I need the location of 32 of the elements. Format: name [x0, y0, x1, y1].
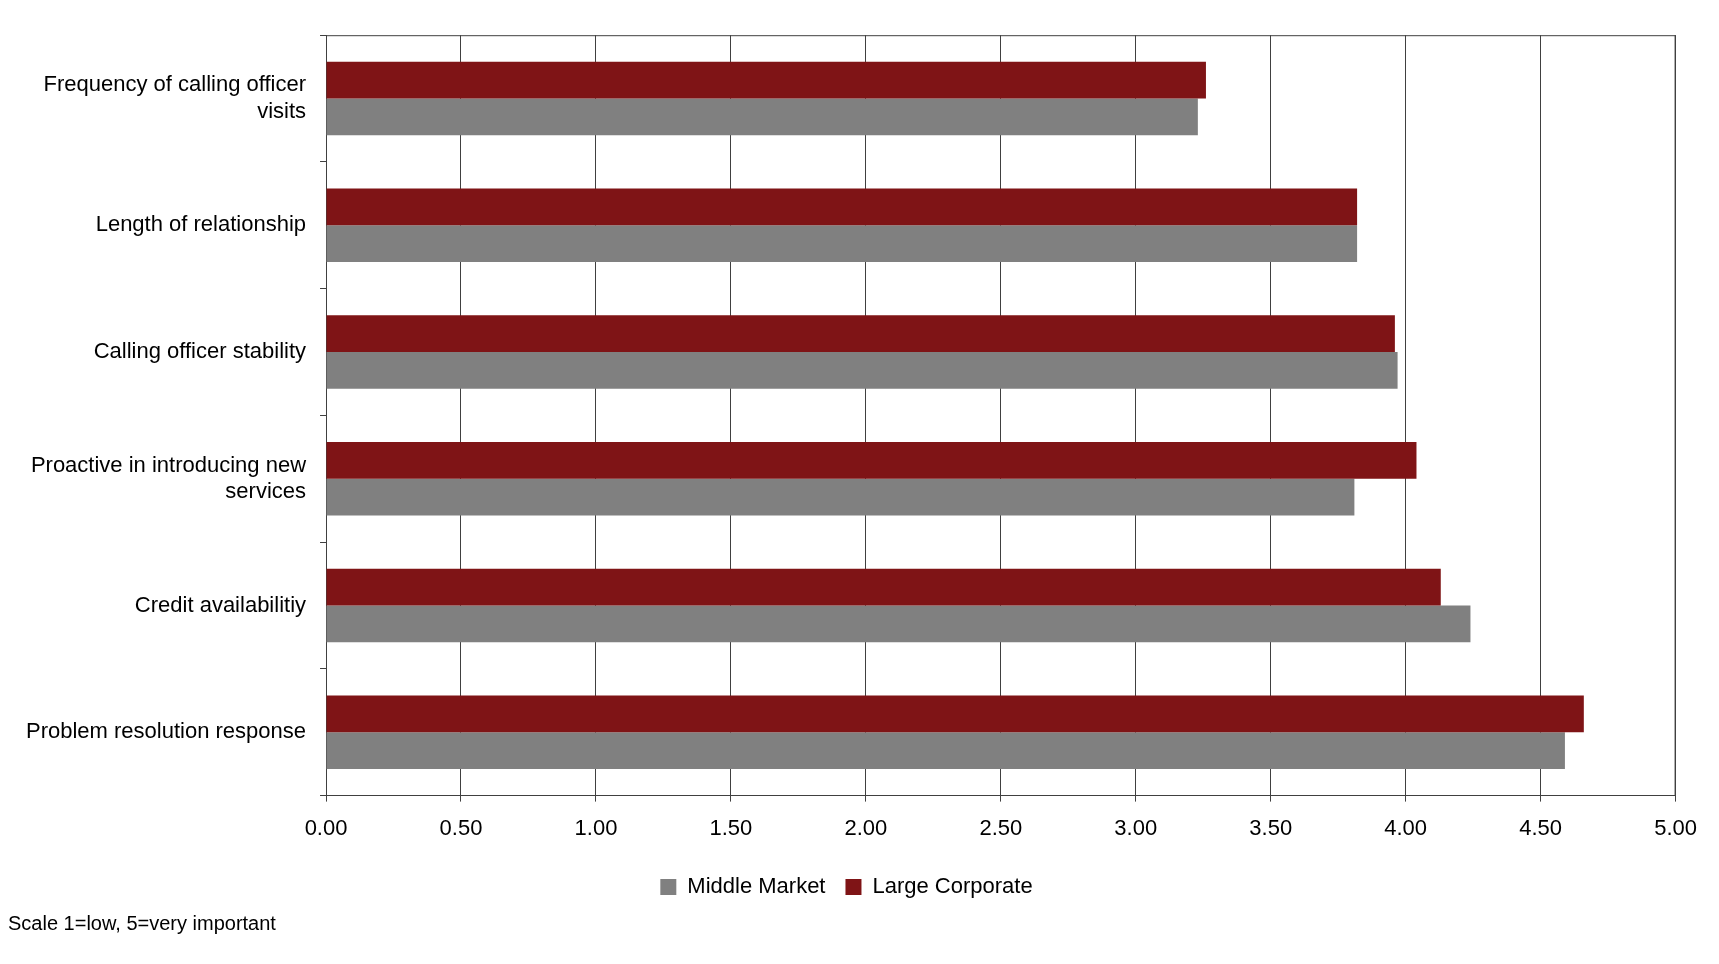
x-tick-label: 4.50 — [1519, 814, 1563, 840]
bar — [326, 352, 1398, 389]
legend-label: Large Corporate — [872, 873, 1033, 899]
bar — [326, 568, 1441, 606]
y-tick-label: Proactive in introducing new services — [30, 451, 307, 504]
x-tick-label: 0.50 — [439, 814, 483, 840]
bar — [326, 478, 1355, 516]
x-tick-label: 2.50 — [979, 814, 1023, 840]
bar — [326, 188, 1358, 226]
y-tick-label: Credit availabilitiy — [134, 591, 307, 617]
legend-label: Middle Market — [687, 873, 826, 899]
y-tick-label: Length of relationship — [95, 211, 307, 237]
bar — [326, 315, 1395, 353]
bar — [326, 442, 1417, 479]
y-tick-label: Frequency of calling officer visits — [43, 71, 307, 123]
bar — [326, 225, 1358, 263]
bar — [326, 732, 1565, 769]
x-tick-label: 1.00 — [574, 814, 618, 840]
x-tick-label: 4.00 — [1384, 814, 1428, 840]
text: Scale 1=low, 5=very important — [8, 912, 277, 935]
x-tick-label: 2.00 — [844, 814, 888, 840]
bar — [326, 605, 1471, 643]
x-tick-label: 1.50 — [709, 814, 753, 840]
bar — [326, 695, 1584, 733]
bar — [326, 98, 1198, 136]
y-tick-label: Calling officer stability — [93, 338, 307, 364]
y-tick-label: Problem resolution response — [25, 718, 307, 744]
x-tick-label: 3.50 — [1249, 814, 1293, 840]
x-tick-label: 0.00 — [304, 814, 348, 840]
bar — [326, 61, 1206, 99]
x-tick-label: 3.00 — [1114, 814, 1158, 840]
x-tick-label: 5.00 — [1654, 814, 1697, 840]
